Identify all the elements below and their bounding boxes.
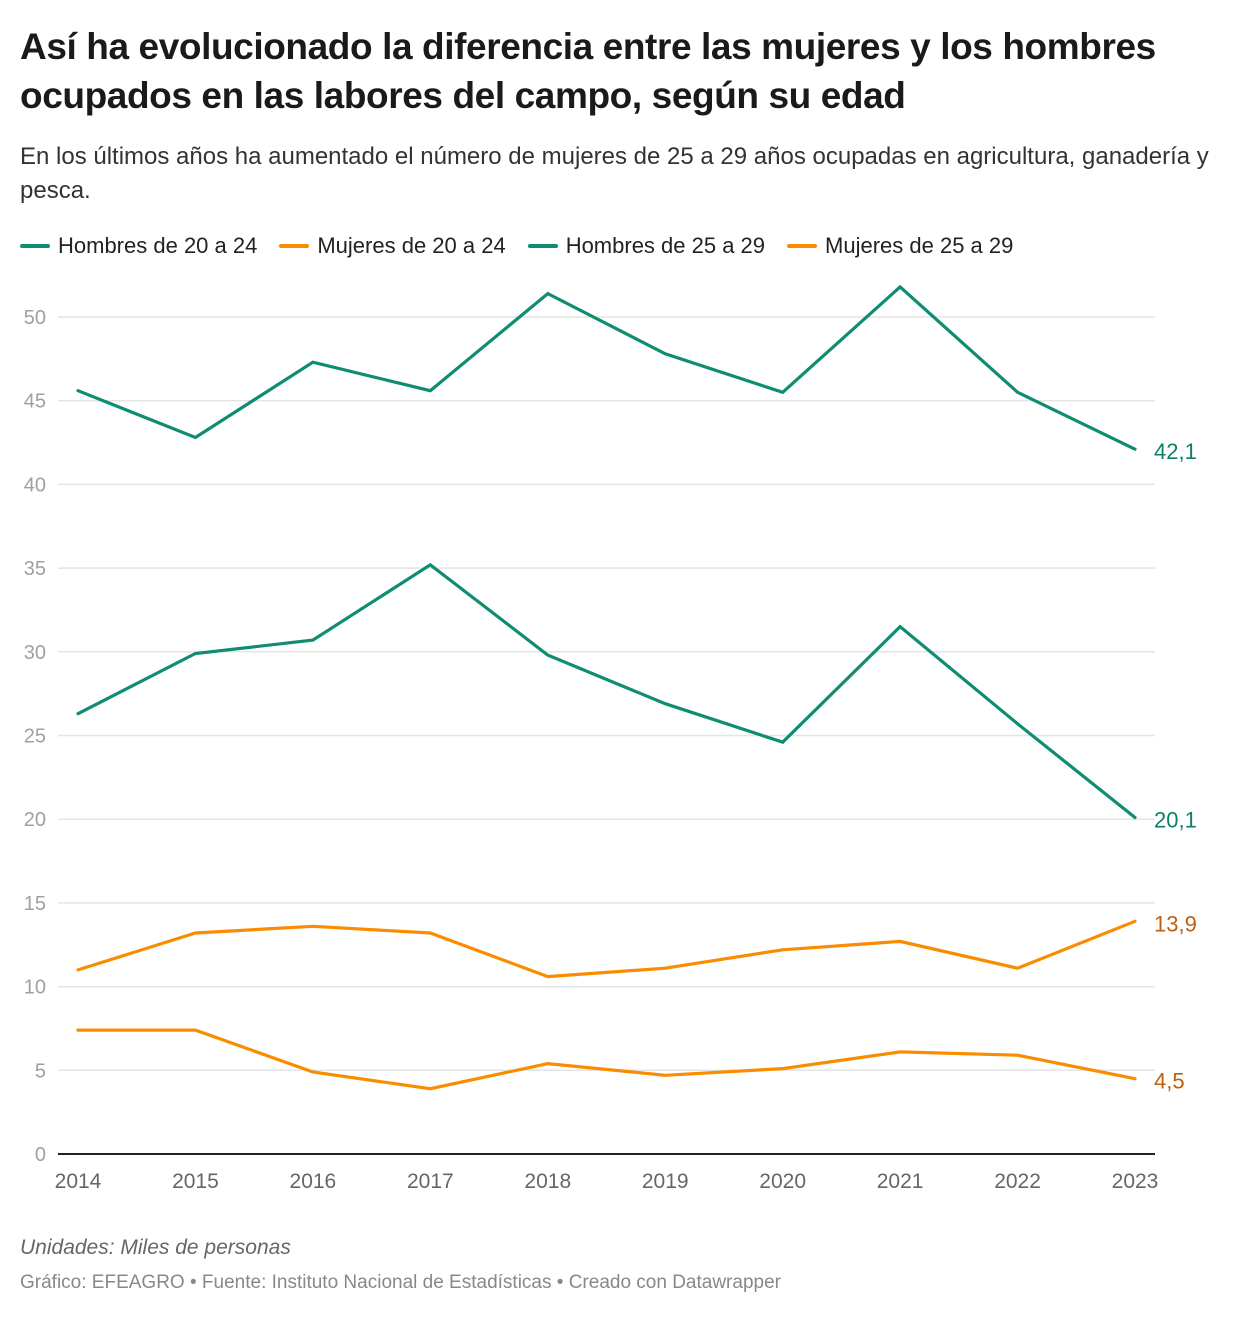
source-credits: Gráfico: EFEAGRO • Fuente: Instituto Nac… bbox=[20, 1272, 781, 1293]
chart-title: Así ha evolucionado la diferencia entre … bbox=[20, 26, 1156, 116]
y-tick-label: 0 bbox=[35, 1144, 46, 1166]
x-tick-label: 2020 bbox=[759, 1170, 806, 1193]
legend-swatch bbox=[527, 244, 558, 248]
end-value-label: 42,1 bbox=[1154, 439, 1197, 464]
legend-swatch bbox=[279, 244, 310, 248]
series-line-mujeres-de-25-a-29 bbox=[76, 919, 1137, 979]
x-tick-label: 2014 bbox=[55, 1170, 102, 1193]
series-lines bbox=[76, 284, 1137, 1091]
y-axis-ticks: 0 5 10 15 20 25 30 35 40 45 50 bbox=[24, 307, 46, 1166]
x-tick-label: 2016 bbox=[290, 1170, 337, 1193]
gridlines bbox=[58, 316, 1155, 1155]
end-value-label: 4,5 bbox=[1154, 1069, 1185, 1094]
y-tick-label: 10 bbox=[24, 977, 46, 999]
end-value-label: 13,9 bbox=[1154, 911, 1197, 936]
x-tick-label: 2022 bbox=[994, 1170, 1041, 1193]
y-tick-label: 40 bbox=[24, 474, 46, 496]
y-tick-label: 50 bbox=[24, 307, 46, 329]
y-tick-label: 45 bbox=[24, 391, 46, 413]
x-tick-label: 2015 bbox=[172, 1170, 219, 1193]
y-tick-label: 15 bbox=[24, 893, 46, 915]
end-labels: 42,1 20,1 13,9 4,5 bbox=[1154, 439, 1197, 1093]
units-note: Unidades: Miles de personas bbox=[20, 1236, 291, 1259]
y-tick-label: 5 bbox=[35, 1060, 46, 1082]
series-line-hombres-de-25-a-29 bbox=[76, 284, 1137, 451]
y-tick-label: 30 bbox=[24, 642, 46, 664]
series-line-hombres-de-20-a-24 bbox=[76, 562, 1137, 820]
legend-item-mujeres-20-24: Mujeres de 20 a 24 bbox=[279, 233, 506, 259]
legend-item-hombres-25-29: Hombres de 25 a 29 bbox=[527, 233, 766, 259]
legend-swatch bbox=[20, 244, 50, 248]
chart-subtitle: En los últimos años ha aumentado el núme… bbox=[20, 143, 1209, 204]
legend-label: Hombres de 25 a 29 bbox=[565, 233, 766, 258]
legend-label: Mujeres de 25 a 29 bbox=[825, 233, 1014, 258]
legend-item-mujeres-25-29: Mujeres de 25 a 29 bbox=[787, 233, 1013, 259]
series-line-mujeres-de-20-a-24 bbox=[76, 1028, 1137, 1091]
legend: Hombres de 20 a 24 Mujeres de 20 a 24 Ho… bbox=[20, 233, 1035, 259]
legend-item-hombres-20-24: Hombres de 20 a 24 bbox=[20, 233, 257, 259]
legend-swatch bbox=[787, 244, 818, 248]
x-tick-label: 2019 bbox=[642, 1170, 689, 1193]
y-tick-label: 25 bbox=[24, 726, 46, 748]
x-tick-label: 2021 bbox=[877, 1170, 924, 1193]
x-tick-label: 2017 bbox=[407, 1170, 454, 1193]
x-tick-label: 2023 bbox=[1112, 1170, 1159, 1193]
end-value-label: 20,1 bbox=[1154, 808, 1197, 833]
x-tick-label: 2018 bbox=[524, 1170, 571, 1193]
y-tick-label: 35 bbox=[24, 558, 46, 580]
legend-label: Hombres de 20 a 24 bbox=[58, 233, 258, 258]
y-tick-label: 20 bbox=[24, 809, 46, 831]
x-axis-ticks: 2014 2015 2016 2017 2018 2019 2020 2021 2022 2023 bbox=[55, 1170, 1159, 1193]
legend-label: Mujeres de 20 a 24 bbox=[317, 233, 506, 258]
